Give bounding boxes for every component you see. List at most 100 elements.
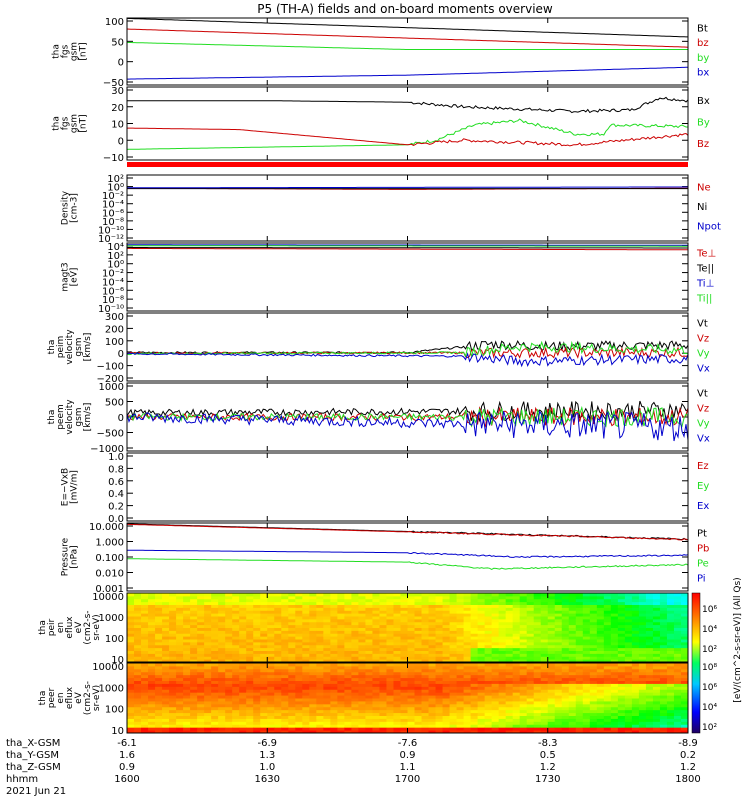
spectrogram-cell — [183, 639, 191, 643]
spectrogram-cell — [148, 727, 156, 731]
spectrogram-cell — [582, 712, 591, 716]
spectrogram-cell — [351, 712, 359, 716]
y-axis-label: tha — [38, 620, 48, 635]
spectrogram-cell — [575, 653, 584, 657]
spectrogram-cell — [281, 595, 289, 600]
spectrogram-cell — [638, 689, 647, 693]
spectrogram-cell — [127, 659, 135, 663]
spectrogram-cell — [456, 677, 465, 681]
spectrogram-cell — [127, 627, 135, 631]
spectrogram-cell — [358, 695, 366, 699]
spectrogram-cell — [316, 659, 324, 663]
spectrogram-cell — [624, 627, 633, 631]
spectrogram-cell — [449, 683, 458, 687]
spectrogram-cell — [197, 715, 205, 719]
spectrogram-cell — [533, 715, 542, 719]
spectrogram-cell — [260, 674, 268, 679]
spectrogram-cell — [673, 709, 682, 714]
spectrogram-cell — [582, 598, 591, 603]
spectrogram-cell — [561, 698, 570, 702]
spectrogram-cell — [470, 724, 479, 728]
spectrogram-cell — [554, 616, 563, 620]
spectrogram-cell — [680, 677, 689, 681]
spectrogram-cell — [316, 650, 324, 654]
spectrogram-cell — [162, 727, 170, 731]
legend-label: Vt — [697, 319, 708, 330]
spectrogram-cell — [183, 665, 191, 670]
spectrogram-cell — [309, 715, 317, 719]
spectrogram-cell — [589, 616, 598, 620]
spectrogram-cell — [169, 689, 177, 693]
spectrogram-cell — [512, 706, 521, 711]
spectrogram-cell — [484, 671, 493, 676]
spectrogram-cell — [449, 671, 458, 676]
spectrogram-cell — [512, 650, 521, 654]
spectrogram-cell — [631, 730, 640, 734]
spectrogram-cell — [442, 683, 451, 687]
spectrogram-cell — [582, 680, 591, 684]
spectrogram-cell — [582, 677, 591, 681]
spectrogram-cell — [351, 671, 359, 676]
spectrogram-cell — [575, 683, 584, 687]
spectrogram-cell — [477, 698, 486, 702]
spectrogram-cell — [232, 616, 240, 620]
spectrogram-cell — [155, 724, 163, 728]
spectrogram-cell — [407, 610, 416, 614]
spectrogram-cell — [358, 624, 366, 628]
spectrogram-cell — [323, 624, 331, 628]
spectrogram-cell — [302, 683, 310, 687]
spectrogram-cell — [183, 718, 191, 722]
spectrogram-cell — [211, 627, 219, 631]
spectrogram-cell — [309, 700, 317, 705]
spectrogram-cell — [232, 610, 240, 614]
spectrogram-cell — [176, 607, 184, 611]
spectrogram-cell — [645, 641, 654, 646]
spectrogram-cell — [456, 610, 465, 614]
spectrogram-cell — [519, 700, 528, 705]
spectrogram-cell — [232, 698, 240, 702]
spectrogram-cell — [659, 604, 668, 608]
spectrogram-cell — [547, 665, 556, 670]
spectrogram-cell — [624, 601, 633, 605]
y-axis-label: [km/s] — [83, 403, 93, 432]
spectrogram-cell — [386, 668, 394, 673]
spectrogram-cell — [575, 641, 584, 646]
spectrogram-cell — [134, 650, 142, 654]
spectrogram-cell — [547, 593, 556, 597]
spectrogram-cell — [575, 650, 584, 654]
spectrogram-cell — [554, 680, 563, 684]
spectrogram-cell — [666, 680, 675, 684]
spectrogram-cell — [379, 665, 387, 670]
spectrogram-cell — [218, 703, 226, 708]
spectrogram-cell — [155, 659, 163, 663]
spectrogram-cell — [253, 613, 261, 617]
spectrogram-cell — [302, 639, 310, 643]
spectrogram-cell — [127, 692, 135, 696]
spectrogram-cell — [519, 616, 528, 620]
spectrogram-cell — [162, 627, 170, 631]
spectrogram-cell — [491, 598, 500, 603]
spectrogram-cell — [442, 595, 451, 600]
spectrogram-cell — [267, 689, 275, 693]
spectrogram-cell — [652, 683, 661, 687]
spectrogram-cell — [148, 724, 156, 728]
spectrogram-cell — [127, 698, 135, 702]
spectrogram-cell — [491, 730, 500, 734]
spectrogram-cell — [197, 706, 205, 711]
spectrogram-cell — [400, 677, 408, 681]
spectrogram-cell — [141, 718, 149, 722]
spectrogram-cell — [533, 698, 542, 702]
spectrogram-cell — [645, 680, 654, 684]
spectrogram-cell — [491, 698, 500, 702]
spectrogram-cell — [176, 636, 184, 640]
spectrogram-cell — [281, 604, 289, 608]
spectrogram-cell — [316, 674, 324, 679]
spectrogram-cell — [512, 639, 521, 643]
spectrogram-cell — [442, 601, 451, 605]
spectrogram-cell — [344, 668, 352, 673]
spectrogram-cell — [624, 703, 633, 708]
spectrogram-cell — [302, 721, 310, 725]
spectrogram-cell — [197, 656, 205, 660]
spectrogram-cell — [407, 593, 416, 597]
spectrogram-cell — [589, 644, 598, 649]
